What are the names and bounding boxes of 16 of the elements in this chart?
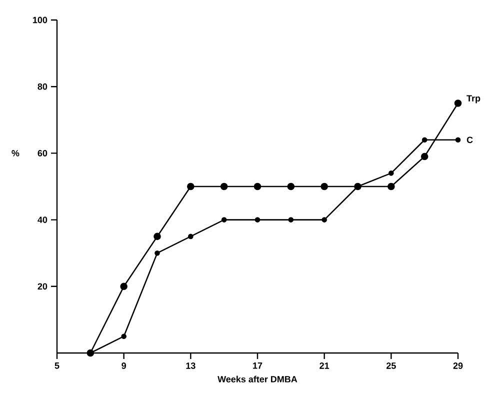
series-label: Trp xyxy=(466,95,480,104)
y-tick-label: 60 xyxy=(38,150,48,156)
x-tick-label: 13 xyxy=(186,362,196,369)
y-axis-title: % xyxy=(12,150,20,156)
x-tick-label: 17 xyxy=(253,362,262,369)
x-tick-label: 9 xyxy=(122,362,126,369)
series-label: C xyxy=(466,136,473,144)
x-tick-label: 25 xyxy=(386,362,396,369)
x-tick-label: 21 xyxy=(320,362,330,369)
y-tick-label: 40 xyxy=(38,216,48,223)
y-tick-label: 20 xyxy=(38,283,48,290)
x-tick-label: 5 xyxy=(54,362,60,369)
y-tick-label: 100 xyxy=(33,16,48,24)
x-tick-label: 29 xyxy=(453,362,463,369)
x-axis-title: Weeks after DMBA xyxy=(218,376,298,382)
y-tick-label: 80 xyxy=(38,83,48,90)
